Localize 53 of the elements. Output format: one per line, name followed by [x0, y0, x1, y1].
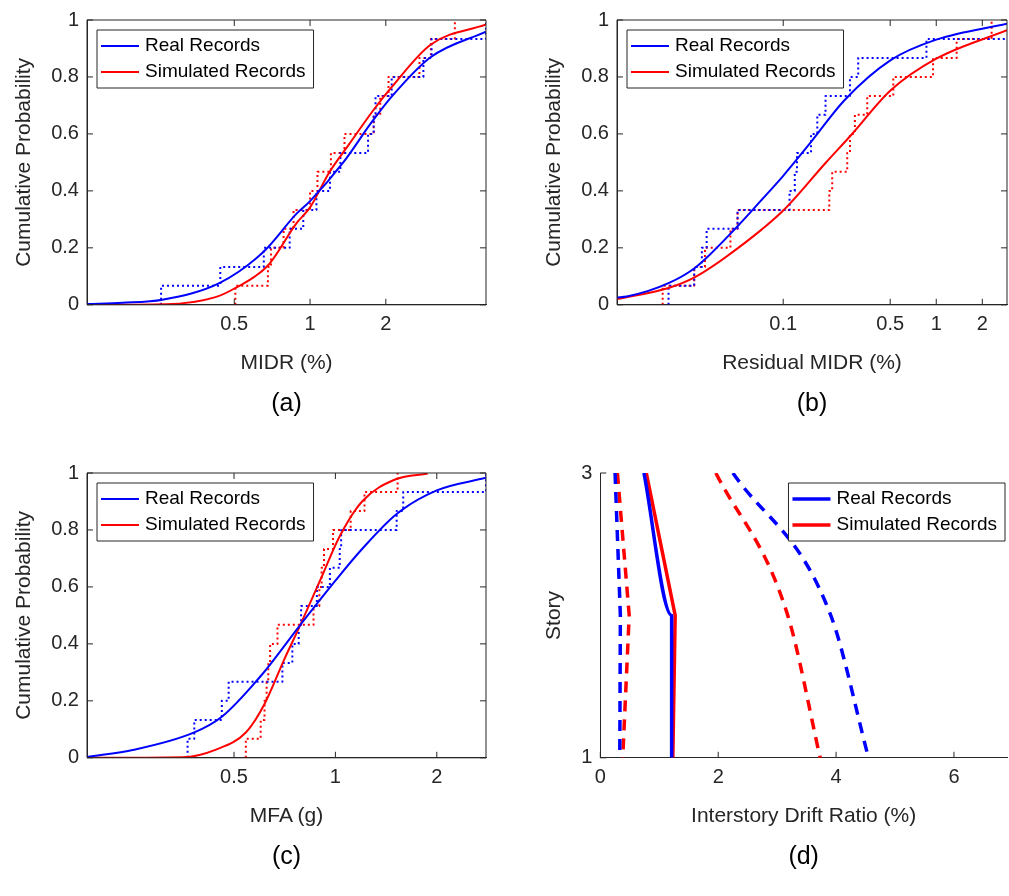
- text: (c): [271, 841, 302, 870]
- text: (d): [788, 841, 819, 870]
- y-tick-label: 0.8: [51, 64, 79, 87]
- x-tick-label: 0.5: [220, 765, 248, 788]
- legend-label: Real Records: [145, 34, 261, 56]
- x-tick-label: 0.1: [769, 312, 798, 335]
- x-tick-label: 4: [830, 765, 842, 788]
- y-tick-label: 0.4: [51, 631, 79, 654]
- legend-label: Simulated Records: [145, 513, 306, 535]
- x-axis-title: MFA (g): [249, 803, 324, 827]
- legend-label: Simulated Records: [836, 513, 998, 535]
- y-tick-label: 1: [67, 7, 79, 30]
- y-tick-label: 0.2: [581, 235, 609, 258]
- y-tick-label: 0.6: [581, 121, 609, 144]
- x-axis-title: Residual MIDR (%): [722, 350, 902, 374]
- x-tick-label: 2: [976, 312, 988, 335]
- x-tick-label: 1: [930, 312, 942, 335]
- y-tick-label: 0.4: [581, 178, 609, 201]
- text: (a): [271, 388, 302, 417]
- legend-label: Real Records: [675, 34, 791, 56]
- x-tick-label: 0.5: [220, 312, 249, 335]
- y-tick-label: 1: [581, 745, 593, 768]
- y-tick-label: 3: [581, 460, 593, 483]
- legend-label: Simulated Records: [145, 60, 306, 82]
- y-axis-title: Cumulative Probability: [11, 510, 35, 720]
- y-tick-label: 0.8: [51, 517, 79, 540]
- y-tick-label: 0.6: [51, 574, 79, 597]
- y-tick-label: 0: [597, 292, 609, 315]
- y-tick-label: 0.4: [51, 178, 79, 201]
- y-tick-label: 1: [67, 460, 79, 483]
- y-axis-title: Cumulative Probability: [541, 57, 565, 267]
- y-tick-label: 1: [597, 7, 609, 30]
- x-tick-label: 2: [380, 312, 392, 335]
- x-axis-title: MIDR (%): [240, 350, 333, 374]
- x-tick-label: 2: [712, 765, 724, 788]
- x-tick-label: 0.5: [876, 312, 905, 335]
- x-tick-label: 6: [948, 765, 960, 788]
- y-tick-label: 0: [67, 745, 79, 768]
- y-tick-label: 0.2: [51, 235, 79, 258]
- y-tick-label: 0.2: [51, 688, 79, 711]
- legend-label: Simulated Records: [675, 60, 836, 82]
- y-axis-title: Cumulative Probability: [11, 57, 35, 267]
- x-tick-label: 2: [431, 765, 443, 788]
- legend-label: Real Records: [145, 487, 261, 509]
- y-tick-label: 0.6: [51, 121, 79, 144]
- legend-label: Real Records: [836, 487, 952, 509]
- y-axis-title: Story: [541, 590, 565, 640]
- x-tick-label: 1: [304, 312, 316, 335]
- x-tick-label: 1: [329, 765, 341, 788]
- y-tick-label: 0.8: [581, 64, 609, 87]
- text: (b): [796, 388, 828, 417]
- y-tick-label: 0: [67, 292, 79, 315]
- x-axis-title: Interstory Drift Ratio (%): [691, 803, 917, 827]
